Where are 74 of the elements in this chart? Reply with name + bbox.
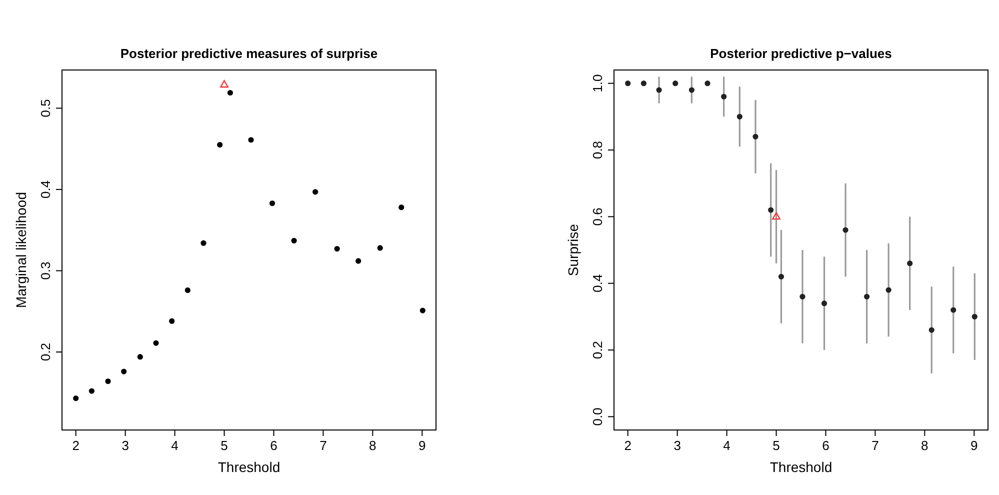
x-tick-label: 9: [418, 438, 426, 453]
point: [907, 260, 913, 266]
point: [736, 114, 742, 120]
point: [688, 87, 694, 93]
x-tick-label: 5: [220, 438, 228, 453]
x-tick-label: 6: [270, 438, 278, 453]
y-tick-label: 1.0: [590, 74, 605, 92]
y-axis-title: Surprise: [565, 224, 581, 276]
x-tick-label: 4: [171, 438, 178, 453]
x-tick-label: 5: [772, 438, 780, 453]
point: [625, 80, 631, 86]
y-tick-label: 0.8: [590, 140, 605, 160]
x-axis-title: Threshold: [770, 459, 832, 475]
point: [88, 388, 94, 394]
point: [291, 238, 297, 244]
point: [928, 327, 934, 333]
point: [704, 80, 710, 86]
y-tick-label: 0.4: [590, 274, 605, 292]
point: [356, 258, 362, 264]
point: [121, 368, 127, 374]
x-tick-label: 9: [970, 438, 978, 453]
y-tick-label: 0.4: [38, 180, 53, 198]
y-tick-label: 0.6: [590, 208, 605, 226]
point: [220, 80, 228, 88]
point: [334, 246, 340, 252]
point: [169, 318, 175, 324]
point: [217, 142, 223, 148]
point: [752, 134, 758, 140]
point: [420, 308, 426, 314]
point: [153, 340, 159, 346]
point: [200, 240, 206, 246]
point: [800, 294, 806, 300]
x-tick-label: 7: [320, 438, 327, 453]
point: [656, 87, 662, 93]
point: [312, 189, 318, 195]
x-tick-label: 6: [822, 438, 830, 453]
point: [137, 354, 143, 360]
x-tick-label: 8: [369, 438, 376, 453]
point: [768, 207, 774, 213]
point: [864, 294, 870, 300]
y-tick-label: 0.3: [38, 262, 53, 280]
point: [248, 137, 254, 143]
point: [398, 204, 404, 210]
point: [950, 307, 956, 313]
point: [886, 287, 892, 293]
y-tick-label: 0.2: [590, 340, 605, 360]
x-tick-label: 2: [72, 438, 80, 453]
point: [73, 396, 79, 402]
point: [772, 212, 780, 220]
point: [672, 80, 678, 86]
point: [640, 80, 646, 86]
point: [184, 287, 190, 294]
y-tick-label: 0.2: [38, 342, 53, 362]
point: [269, 200, 276, 206]
point: [377, 245, 383, 251]
point: [778, 274, 784, 280]
y-tick-label: 0.5: [38, 99, 53, 118]
chart-title: Posterior predictive measures of surprise: [120, 46, 378, 61]
x-tick-label: 4: [723, 438, 730, 453]
chart-title: Posterior predictive p−values: [710, 46, 892, 61]
point: [842, 227, 848, 233]
point: [972, 314, 978, 320]
x-axis-title: Threshold: [218, 459, 280, 475]
x-tick-label: 3: [674, 438, 681, 453]
y-tick-label: 0.0: [590, 408, 605, 426]
x-tick-label: 3: [122, 438, 129, 453]
x-tick-label: 2: [624, 438, 632, 453]
point: [721, 94, 727, 100]
y-axis-title: Marginal likelihood: [13, 192, 29, 308]
point: [227, 90, 233, 96]
x-tick-label: 7: [872, 438, 879, 453]
point: [105, 378, 111, 384]
x-tick-label: 8: [921, 438, 928, 453]
point: [821, 300, 828, 306]
